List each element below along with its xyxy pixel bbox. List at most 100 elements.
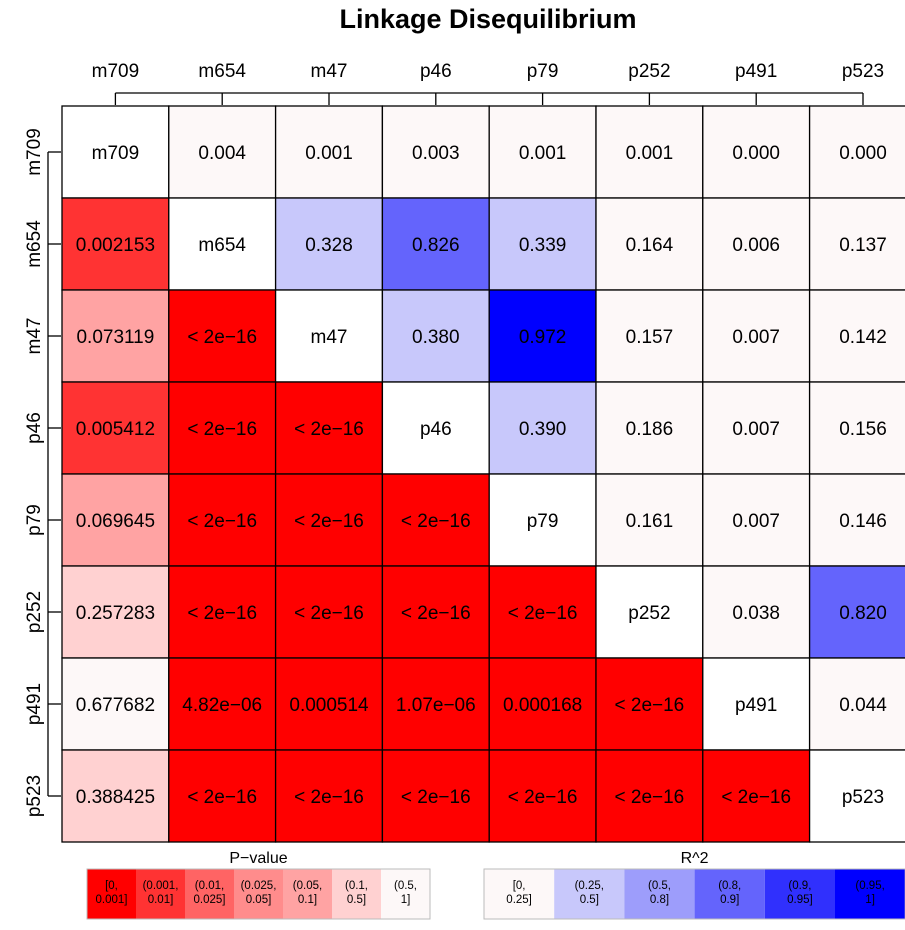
cell-label: < 2e−16 (401, 511, 471, 532)
cell-label: < 2e−16 (187, 419, 257, 440)
pvalue-cell (595, 749, 704, 843)
diagonal-cell (808, 749, 905, 843)
cell-label: < 2e−16 (401, 787, 471, 808)
pvalue-cell (488, 749, 597, 843)
r2-cell (381, 105, 490, 199)
diagonal-cell (488, 473, 597, 567)
r2-legend-label: (0.95, (855, 880, 884, 892)
pvalue-legend-title: P−value (229, 850, 287, 867)
cell-label: < 2e−16 (294, 787, 364, 808)
pvalue-legend-label: 0.1] (298, 894, 317, 906)
cell-label: 0.677682 (76, 695, 155, 716)
cell-label: < 2e−16 (187, 787, 257, 808)
cell-label: 0.000 (732, 143, 780, 164)
cell-label: 0.004 (198, 143, 246, 164)
cell-label: < 2e−16 (294, 511, 364, 532)
cell-label: < 2e−16 (187, 603, 257, 624)
cell-label: p252 (628, 603, 670, 624)
r2-legend-label: 0.8] (650, 894, 669, 906)
r2-legend-frame (483, 868, 905, 920)
cell-label: 0.000514 (289, 695, 369, 716)
cell-label: < 2e−16 (508, 603, 578, 624)
cell-label: 0.038 (732, 603, 780, 624)
y-tick-label: m654 (24, 220, 45, 268)
cell-label: 0.156 (839, 419, 887, 440)
cell-label: < 2e−16 (508, 787, 578, 808)
r2-cell (808, 381, 905, 475)
pvalue-cell (381, 657, 490, 751)
pvalue-legend-label: 0.01] (148, 894, 174, 906)
cell-label: 0.005412 (76, 419, 155, 440)
r2-legend-label: (0.8, (718, 880, 741, 892)
r2-legend-label: (0.9, (788, 880, 811, 892)
pvalue-legend-swatch (136, 869, 185, 919)
r2-cell (808, 197, 905, 291)
r2-legend-label: [0, (513, 880, 526, 892)
cell-label: 0.073119 (76, 327, 154, 348)
cell-label: p46 (420, 419, 452, 440)
cell-label: m654 (198, 235, 246, 256)
pvalue-legend-label: (0.001, (143, 880, 179, 892)
cell-label: m47 (311, 327, 348, 348)
cell-label: 0.826 (412, 235, 460, 256)
pvalue-cell (61, 657, 170, 751)
cell-label: m709 (92, 143, 140, 164)
y-tick-label: p252 (24, 591, 45, 633)
r2-cell (274, 105, 384, 199)
x-tick-label: m709 (92, 61, 140, 82)
pvalue-cell (595, 657, 704, 751)
cell-label: 1.07e−06 (396, 695, 476, 716)
r2-cell (808, 105, 905, 199)
r2-legend-label: 0.9] (720, 894, 739, 906)
cell-label: 0.044 (839, 695, 887, 716)
pvalue-cell (381, 565, 490, 659)
pvalue-cell (381, 749, 490, 843)
r2-cell (808, 565, 905, 659)
cell-label: 0.001 (626, 143, 674, 164)
y-tick-label: p523 (24, 775, 45, 817)
cell-label: 0.007 (732, 511, 780, 532)
cell-label: p523 (842, 787, 884, 808)
pvalue-cell (61, 381, 170, 475)
pvalue-legend-label: (0.025, (241, 880, 277, 892)
pvalue-cell (274, 749, 384, 843)
cell-label: 0.001 (305, 143, 353, 164)
r2-legend-label: 0.95] (787, 894, 813, 906)
cell-label: 0.388425 (76, 787, 155, 808)
r2-legend-swatch (624, 869, 695, 919)
r2-cell (808, 657, 905, 751)
pvalue-cell (168, 749, 277, 843)
pvalue-cell (168, 657, 277, 751)
diagonal-cell (168, 197, 277, 291)
diagonal-cell (274, 289, 384, 383)
pvalue-legend-label: 0.001] (96, 894, 128, 906)
pvalue-cell (274, 657, 384, 751)
pvalue-legend-swatch (185, 869, 234, 919)
r2-cell (702, 197, 811, 291)
r2-legend-swatch (554, 869, 625, 919)
cell-label: 0.002153 (76, 235, 155, 256)
r2-legend-label: 0.5] (580, 894, 599, 906)
r2-legend-label: 0.25] (506, 894, 532, 906)
r2-legend-swatch (694, 869, 765, 919)
pvalue-legend-label: 0.025] (194, 894, 226, 906)
cell-label: 0.003 (412, 143, 460, 164)
cell-label: 0.142 (839, 327, 887, 348)
pvalue-cell (488, 565, 597, 659)
r2-cell (274, 197, 384, 291)
cell-label: 0.164 (626, 235, 674, 256)
x-tick-label: m47 (311, 61, 348, 82)
pvalue-legend-swatch (87, 869, 136, 919)
cell-label: < 2e−16 (294, 419, 364, 440)
pvalue-legend-swatch (283, 869, 332, 919)
cell-label: 0.380 (412, 327, 460, 348)
r2-cell (808, 473, 905, 567)
pvalue-legend-frame (86, 868, 431, 920)
x-tick-label: p46 (420, 61, 452, 82)
cell-label: 0.007 (732, 327, 780, 348)
r2-legend-label: (0.25, (575, 880, 604, 892)
cell-label: 0.390 (519, 419, 567, 440)
cell-label: < 2e−16 (615, 787, 685, 808)
cell-label: 0.001 (519, 143, 567, 164)
x-tick-label: m654 (198, 61, 246, 82)
